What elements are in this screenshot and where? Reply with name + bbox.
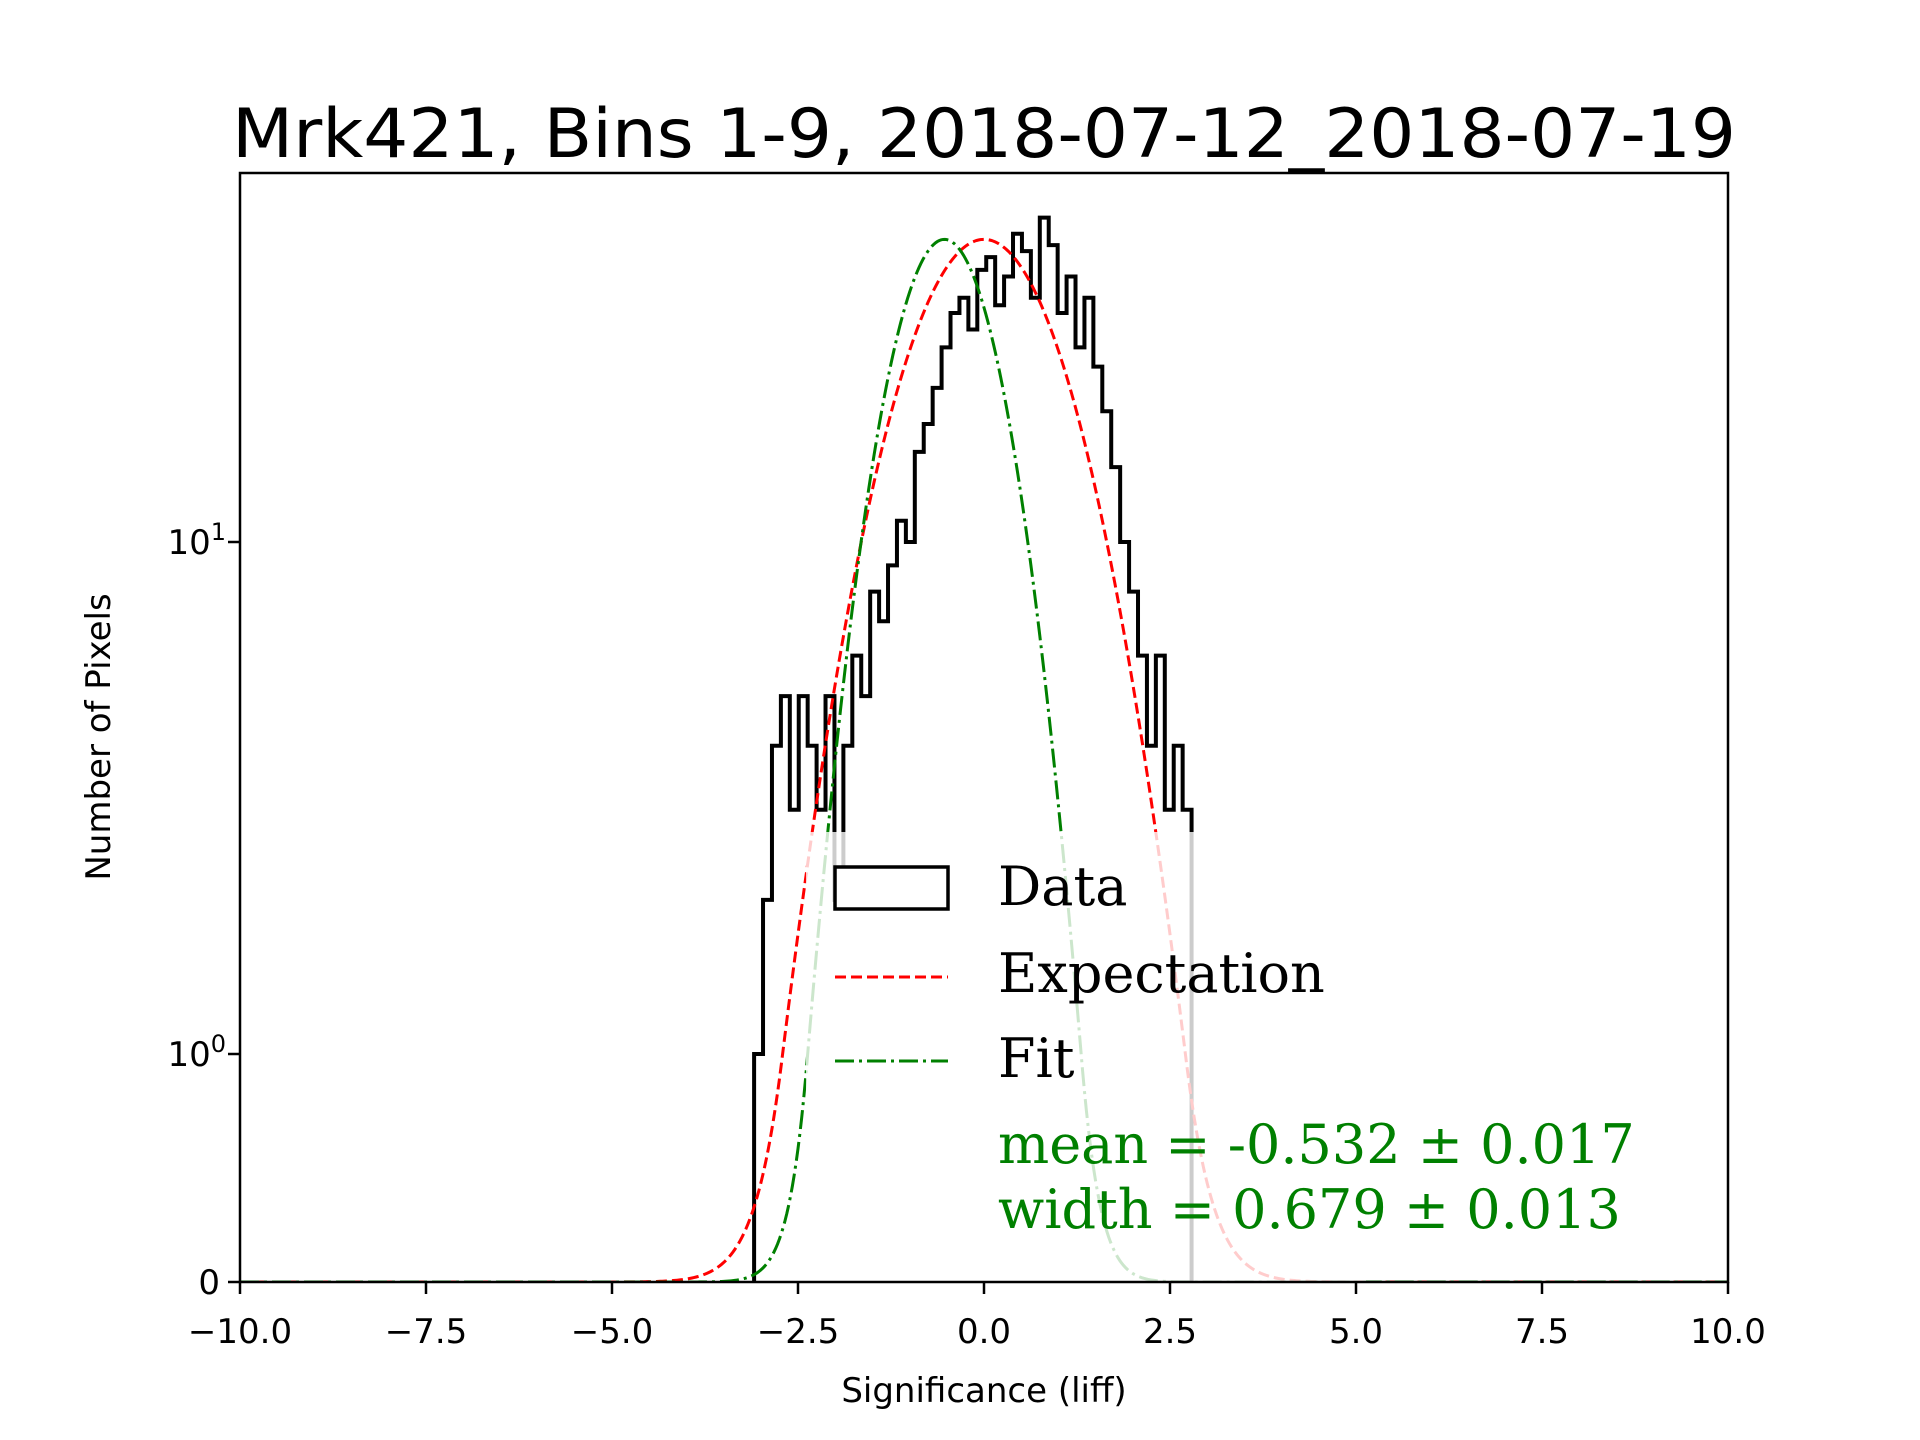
legend-label-fit: Fit <box>998 1027 1075 1090</box>
x-tick-label: −2.5 <box>757 1312 840 1352</box>
legend: Data Expectation Fit mean = -0.532 ± 0.0… <box>806 832 1635 1282</box>
chart-title: Mrk421, Bins 1-9, 2018-07-12_2018-07-19 <box>232 95 1736 174</box>
x-tick-label: 10.0 <box>1690 1312 1766 1352</box>
x-tick-label: −7.5 <box>385 1312 468 1352</box>
legend-data-patch <box>833 865 950 911</box>
y-tick-label: 0 <box>198 1263 220 1303</box>
y-axis-label: Number of Pixels <box>79 593 119 880</box>
fit-mean-text: mean = -0.532 ± 0.017 <box>998 1113 1635 1176</box>
y-tick-label: 100 <box>167 1030 226 1075</box>
legend-label-expectation: Expectation <box>998 942 1325 1005</box>
x-tick-label: −10.0 <box>188 1312 292 1352</box>
x-axis: −10.0 −7.5 −5.0 −2.5 0.0 2.5 5.0 7.5 10.0 <box>188 1282 1766 1352</box>
x-tick-label: 7.5 <box>1515 1312 1569 1352</box>
y-tick-label: 101 <box>167 518 226 563</box>
y-axis: 0 100 101 <box>167 518 240 1303</box>
x-tick-label: 0.0 <box>957 1312 1011 1352</box>
plot-area <box>240 215 1728 1282</box>
plot-marks <box>240 215 1728 1282</box>
x-tick-label: 2.5 <box>1143 1312 1197 1352</box>
curve-fit <box>240 237 1728 1282</box>
x-axis-label: Significance (liff) <box>841 1371 1126 1411</box>
x-tick-label: 5.0 <box>1329 1312 1383 1352</box>
fit-width-text: width = 0.679 ± 0.013 <box>998 1178 1621 1241</box>
x-tick-label: −5.0 <box>571 1312 654 1352</box>
legend-label-data: Data <box>998 855 1127 918</box>
